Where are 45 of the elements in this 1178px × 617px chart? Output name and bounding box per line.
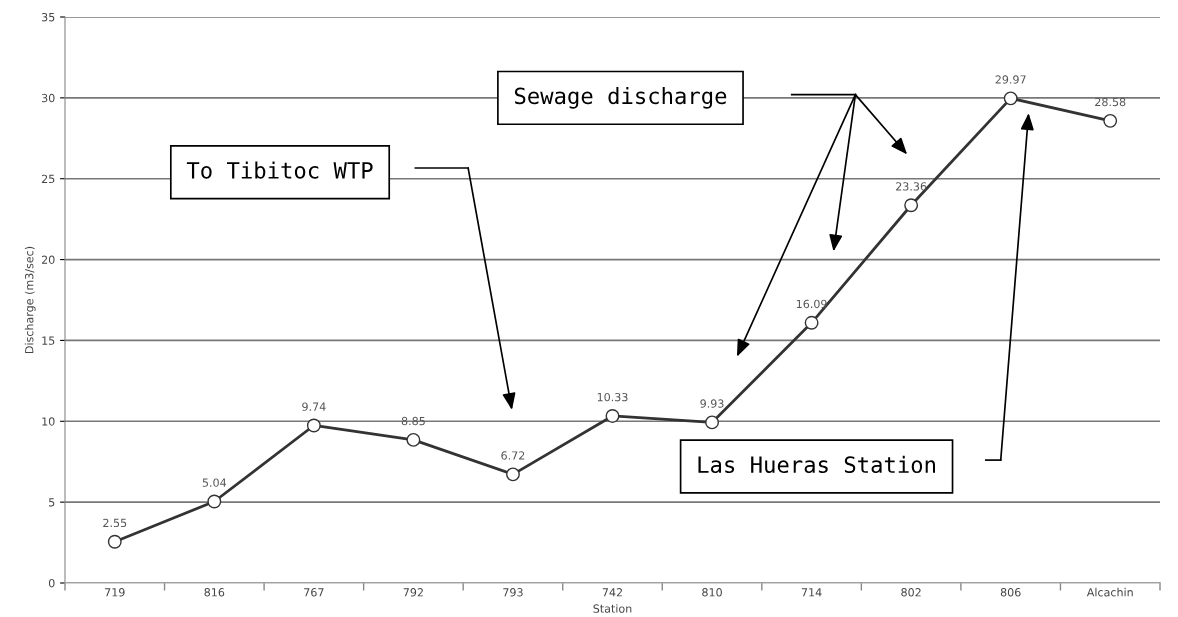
annotation: To Tibitoc WTP xyxy=(186,161,373,179)
x-tick-label: 792 xyxy=(403,588,423,597)
text: 9.93 xyxy=(700,399,724,408)
point xyxy=(705,415,719,430)
x-tick-label: 806 xyxy=(1000,588,1021,597)
text: 16.09 xyxy=(796,299,827,309)
y-tick-label: 10 xyxy=(42,417,55,426)
text: 5.04 xyxy=(202,478,227,487)
point xyxy=(406,432,421,447)
x-tick-label: Alcachin xyxy=(1086,587,1133,597)
point xyxy=(804,315,819,330)
x-tick-label: 714 xyxy=(801,588,822,597)
point xyxy=(506,467,520,482)
y-tick-label: 20 xyxy=(41,255,55,264)
point xyxy=(605,409,620,423)
point xyxy=(1103,113,1118,128)
x-tick-label: 767 xyxy=(304,588,324,597)
y-tick-label: 15 xyxy=(42,336,55,345)
point xyxy=(207,494,222,509)
text: 6.72 xyxy=(501,451,525,460)
text: 10.33 xyxy=(597,392,628,402)
text: 2.55 xyxy=(103,518,127,528)
y-tick-label: 0 xyxy=(48,578,55,588)
point xyxy=(904,198,919,213)
y-tick-label: 35 xyxy=(41,12,55,22)
text: 28.58 xyxy=(1095,97,1126,107)
text: 9.74 xyxy=(302,402,326,411)
x-tick-label: 816 xyxy=(204,588,225,597)
x-tick-label: 719 xyxy=(105,588,125,597)
x-tick-label: 802 xyxy=(901,588,921,597)
annotation: Sewage discharge xyxy=(514,87,727,109)
point xyxy=(107,534,122,549)
x-tick-label: 810 xyxy=(702,588,722,597)
y-tick-label: 25 xyxy=(41,174,55,184)
point xyxy=(306,418,321,433)
x-tick-label: 793 xyxy=(503,588,523,597)
y-tick-label: 5 xyxy=(49,498,55,507)
point xyxy=(1003,91,1018,106)
text: 29.97 xyxy=(995,75,1026,84)
x-tick-label: 742 xyxy=(602,588,622,597)
y-tick-label: 30 xyxy=(41,93,55,103)
text: 23.36 xyxy=(896,182,927,191)
y-axis-title: Discharge (m3/sec) xyxy=(24,246,36,354)
x-axis-title: Station xyxy=(593,604,632,613)
annotation: Las Hueras Station xyxy=(698,455,936,474)
